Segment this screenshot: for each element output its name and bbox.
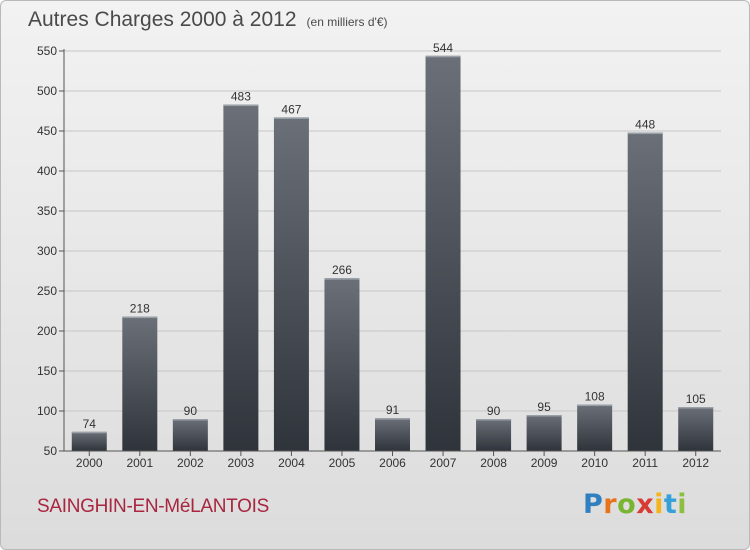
y-tick-label: 450 (37, 124, 57, 138)
bar (223, 104, 259, 451)
bar-highlight (476, 419, 512, 421)
x-tick-label: 2001 (126, 456, 153, 470)
logo-letter: x (636, 489, 655, 520)
bar-highlight (425, 55, 461, 58)
bar-highlight (71, 431, 107, 434)
x-tick-label: 2008 (480, 456, 507, 470)
bar-highlight (627, 132, 663, 135)
y-tick-label: 150 (37, 364, 57, 378)
y-tick-label: 400 (37, 164, 57, 178)
data-label: 448 (635, 118, 655, 132)
x-axis: 2000 2001 2002 2003 2004 2005 2006 2007 2008 2009… (64, 450, 721, 470)
data-label: 483 (231, 90, 251, 104)
bar-highlight (577, 404, 613, 407)
data-label: 90 (487, 404, 501, 418)
x-tick-label: 2003 (228, 456, 255, 470)
bar-highlight (324, 278, 360, 280)
bar (375, 418, 410, 451)
bar (476, 419, 512, 451)
proxiti-logo: Proxiti (583, 489, 687, 520)
data-label: 218 (130, 302, 150, 316)
x-tick-label: 2004 (278, 456, 305, 470)
gridlines (64, 50, 721, 412)
chart-title: Autres Charges 2000 à 2012 (en milliers d… (28, 8, 388, 32)
bar (627, 132, 663, 451)
logo-letter: o (617, 489, 637, 520)
bar-highlight (375, 418, 410, 420)
data-label: 95 (537, 400, 551, 414)
logo-letter: i (677, 489, 688, 520)
data-label: 90 (184, 404, 198, 418)
y-tick-label: 300 (37, 244, 57, 258)
data-label: 91 (386, 403, 400, 417)
bar (324, 278, 360, 451)
bar-highlight (223, 104, 259, 107)
x-tick-label: 2005 (329, 456, 356, 470)
bar-highlight (526, 415, 562, 417)
data-label: 105 (686, 392, 706, 406)
x-tick-label: 2000 (76, 456, 103, 470)
bar-highlight (273, 117, 309, 119)
y-tick-label: 550 (37, 44, 57, 58)
commune-name: SAINGHIN-EN-MéLANTOIS (37, 496, 269, 517)
bar (71, 431, 107, 451)
bar-highlight (122, 316, 158, 319)
y-tick-label: 250 (37, 284, 57, 298)
y-tick-label: 200 (37, 324, 57, 338)
bar-highlight (678, 407, 714, 409)
data-label: 544 (433, 41, 453, 55)
data-label: 266 (332, 263, 352, 277)
bars: 74 218 90 483 467 266 91 544 90 95 108 448 105 (71, 41, 714, 452)
y-tick-label: 50 (44, 444, 58, 458)
x-tick-label: 2009 (531, 456, 558, 470)
x-tick-label: 2010 (581, 456, 608, 470)
x-tick-label: 2011 (632, 456, 658, 470)
bar (577, 404, 613, 451)
logo-letter: t (663, 489, 678, 520)
y-tick-label: 350 (37, 204, 57, 218)
bar (172, 419, 208, 451)
x-tick-label: 2002 (177, 456, 204, 470)
chart-unit-note: (en milliers d'€) (306, 15, 388, 29)
logo-letter: i (654, 489, 664, 520)
y-axis: 50 100 150 200 250 300 350 400 450 500 550 (37, 44, 65, 458)
bar (122, 316, 158, 451)
bar (678, 407, 714, 451)
y-tick-label: 500 (37, 84, 57, 98)
data-label: 108 (585, 390, 605, 404)
logo-letter: r (603, 489, 618, 520)
bar (273, 117, 309, 452)
x-tick-label: 2006 (379, 456, 406, 470)
bar (526, 415, 562, 451)
bar (425, 55, 461, 452)
y-tick-label: 100 (37, 404, 57, 418)
x-tick-label: 2007 (430, 456, 457, 470)
data-label: 74 (83, 417, 97, 431)
logo-letter: P (583, 489, 604, 520)
chart-title-text: Autres Charges 2000 à 2012 (28, 8, 297, 31)
x-tick-label: 2012 (682, 456, 709, 470)
bar-highlight (172, 419, 208, 421)
data-label: 467 (281, 102, 301, 116)
